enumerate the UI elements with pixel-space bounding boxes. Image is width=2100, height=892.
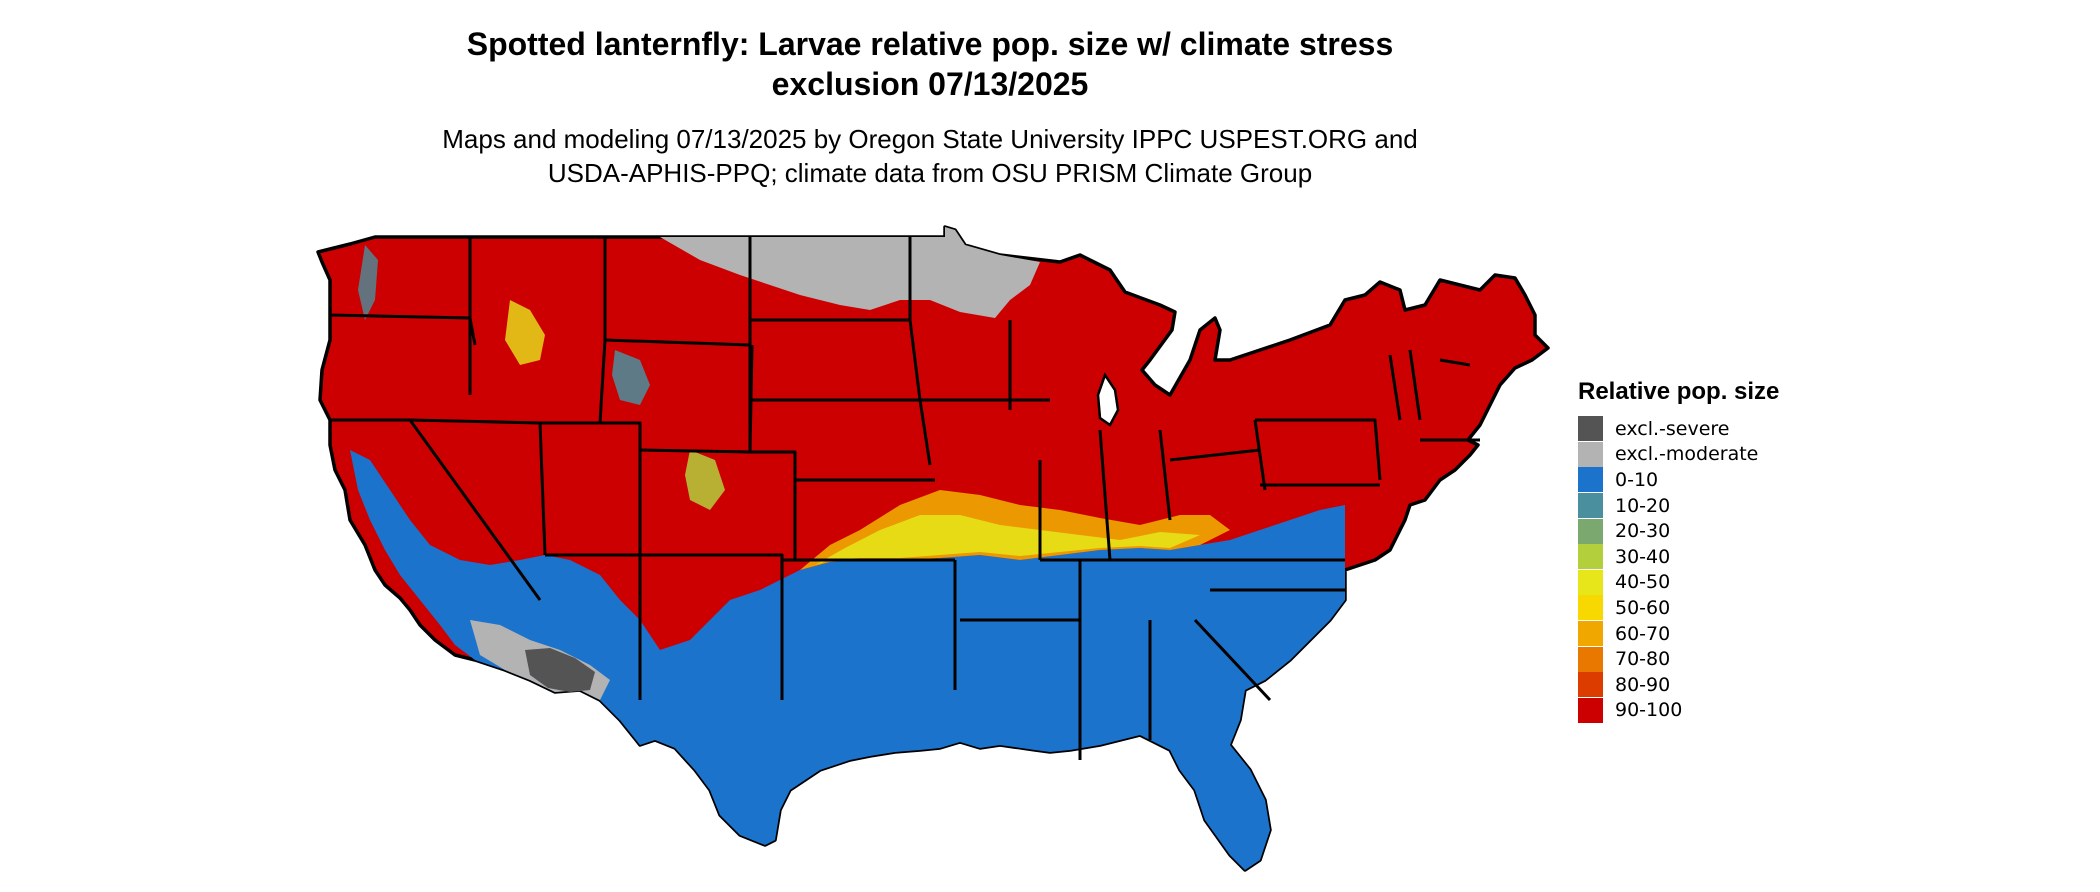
region-excl-moderate-north [660, 227, 1040, 318]
legend-label: 70-80 [1615, 648, 1671, 671]
legend-swatch [1578, 441, 1603, 467]
legend-label: 80-90 [1615, 673, 1671, 696]
legend-swatch [1578, 697, 1603, 723]
legend-swatch [1578, 518, 1603, 544]
legend-item: 70-80 [1578, 646, 1779, 672]
region-excl-severe-southwest [525, 648, 595, 692]
legend-label: 30-40 [1615, 545, 1671, 568]
legend-item: 90-100 [1578, 697, 1779, 724]
map-title: Spotted lanternfly: Larvae relative pop.… [0, 24, 1860, 104]
legend-swatch [1578, 493, 1603, 519]
legend-swatch [1578, 672, 1603, 698]
patch-rockies-2 [612, 350, 650, 405]
legend-swatch [1578, 621, 1603, 647]
legend-swatch [1578, 544, 1603, 570]
legend-swatch [1578, 646, 1603, 672]
legend-item: 80-90 [1578, 672, 1779, 698]
legend-item: excl.-moderate [1578, 441, 1779, 468]
map-subtitle: Maps and modeling 07/13/2025 by Oregon S… [0, 122, 1860, 190]
legend-label: 50-60 [1615, 596, 1671, 619]
us-map [316, 225, 1550, 872]
legend-label: 10-20 [1615, 494, 1671, 517]
subtitle-line-1: Maps and modeling 07/13/2025 by Oregon S… [442, 124, 1418, 154]
title-line-1: Spotted lanternfly: Larvae relative pop.… [466, 26, 1394, 62]
legend-label: excl.-moderate [1615, 443, 1759, 466]
legend-label: 60-70 [1615, 622, 1671, 645]
legend-item: 60-70 [1578, 621, 1779, 647]
legend-label: 40-50 [1615, 571, 1671, 594]
title-line-2: exclusion 07/13/2025 [771, 66, 1089, 102]
region-low-south [580, 505, 1345, 870]
legend-swatch [1578, 467, 1603, 493]
region-low-southwest [350, 450, 700, 720]
legend-label: 90-100 [1615, 699, 1683, 722]
legend-item: 20-30 [1578, 518, 1779, 544]
legend-item: 50-60 [1578, 595, 1779, 621]
patch-cascades [358, 245, 378, 320]
legend-item: excl.-severe [1578, 416, 1779, 442]
legend-swatch [1578, 569, 1603, 595]
legend-item: 10-20 [1578, 493, 1779, 519]
legend-label: 0-10 [1615, 468, 1659, 491]
legend-item: 0-10 [1578, 467, 1779, 493]
legend-items: excl.-severe excl.-moderate 0-10 10-20 20-30… [1578, 416, 1779, 723]
subtitle-line-2: USDA-APHIS-PPQ; climate data from OSU PR… [547, 158, 1313, 188]
state-borders [329, 237, 1480, 760]
legend-label: 20-30 [1615, 520, 1671, 543]
lake-michigan [1096, 372, 1120, 427]
legend-swatch [1578, 595, 1603, 621]
legend-swatch [1578, 416, 1603, 442]
legend-title: Relative pop. size [1578, 378, 1780, 405]
legend: Relative pop. size excl.-severe excl.-mod… [1578, 378, 1779, 723]
patch-rockies-3 [685, 450, 725, 510]
patch-rockies-1 [505, 300, 545, 365]
band-transition-yellow [815, 515, 1200, 565]
legend-label: excl.-severe [1615, 417, 1730, 440]
legend-item: 40-50 [1578, 569, 1779, 596]
legend-item: 30-40 [1578, 544, 1779, 570]
